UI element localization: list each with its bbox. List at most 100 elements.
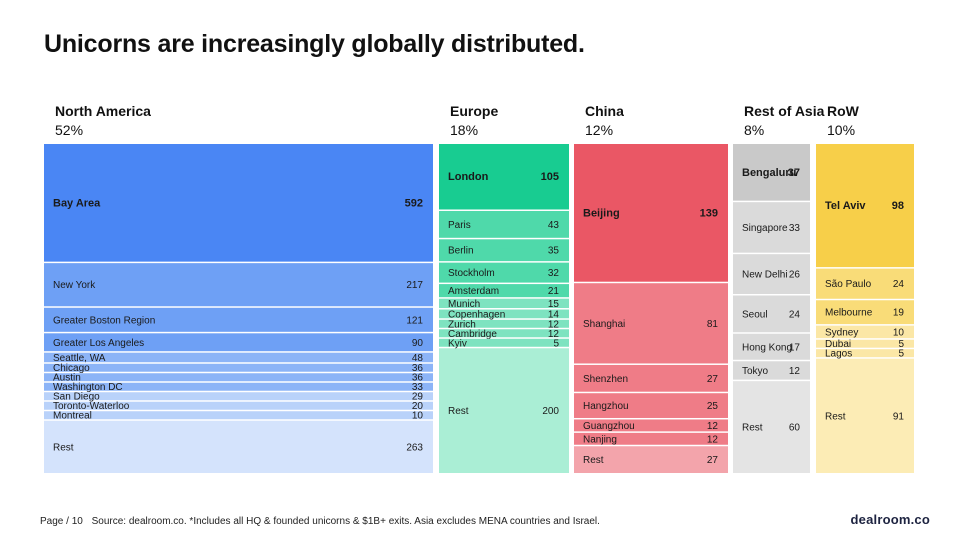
cell-north-america-seattle-wa [44,352,433,363]
cell-europe-rest [439,348,569,473]
cell-rest-of-asia-bengaluru [733,144,810,201]
cell-label-rest-of-asia-seoul: Seoul [742,309,768,320]
cell-value-row-tel-aviv: 98 [892,200,904,212]
cell-value-china-shanghai: 81 [707,319,719,330]
cell-value-china-beijing: 139 [700,207,718,219]
cell-label-north-america-san-diego: San Diego [53,392,100,403]
cell-europe-london [439,144,569,210]
cell-europe-stockholm [439,262,569,283]
cell-value-china-guangzhou: 12 [707,421,719,432]
cell-value-china-rest: 27 [707,455,719,466]
cell-label-europe-kyiv: Kyiv [448,338,467,349]
cell-label-rest-of-asia-singapore: Singapore [742,223,788,234]
region-name-china: China [585,103,624,119]
cell-label-europe-paris: Paris [448,220,471,231]
cell-label-north-america-austin: Austin [53,373,81,384]
cell-value-north-america-rest: 263 [406,442,423,453]
cell-label-europe-amsterdam: Amsterdam [448,286,499,297]
cell-label-china-hangzhou: Hangzhou [583,401,629,412]
cell-label-europe-rest: Rest [448,406,469,417]
cell-value-europe-paris: 43 [548,220,560,231]
cell-north-america-toronto-waterloo [44,401,433,410]
cell-label-north-america-toronto-waterloo: Toronto-Waterloo [53,401,130,412]
cell-label-north-america-bay-area: Bay Area [53,197,101,209]
cell-value-europe-cambridge: 12 [548,329,560,340]
cell-value-rest-of-asia-new-delhi: 26 [789,270,801,281]
cell-value-europe-berlin: 35 [548,246,560,257]
cell-label-row-sydney: Sydney [825,327,858,338]
region-share-north-america: 52% [55,122,83,138]
cell-china-rest [574,446,728,473]
cell-label-europe-copenhagen: Copenhagen [448,309,505,320]
cell-value-north-america-toronto-waterloo: 20 [412,401,424,412]
cell-label-europe-berlin: Berlin [448,246,474,257]
cell-label-row-melbourne: Melbourne [825,308,873,319]
cell-china-hangzhou [574,393,728,418]
cell-label-north-america-greater-boston-region: Greater Boston Region [53,315,155,326]
cell-value-europe-london: 105 [541,171,559,183]
page-number: Page / 10 [40,516,83,527]
cell-value-north-america-san-diego: 29 [412,392,424,403]
cell-label-row-dubai: Dubai [825,339,851,350]
cell-value-north-america-montreal: 10 [412,411,424,422]
cell-row-sydney [816,325,914,339]
cell-europe-cambridge [439,329,569,338]
cell-rest-of-asia-tokyo [733,361,810,380]
cell-label-rest-of-asia-hong-kong: Hong Kong [742,342,792,353]
cell-label-north-america-greater-los-angeles: Greater Los Angeles [53,338,144,349]
cell-label-row-sao-paulo: São Paulo [825,279,872,290]
cell-value-china-hangzhou: 25 [707,401,719,412]
region-share-row: 10% [827,122,855,138]
cell-value-north-america-greater-los-angeles: 90 [412,338,424,349]
cell-value-north-america-chicago: 36 [412,363,424,374]
cell-label-rest-of-asia-rest: Rest [742,423,763,434]
cell-europe-amsterdam [439,284,569,298]
footer: Page / 10 Source: dealroom.co. *Includes… [40,516,606,527]
cell-europe-paris [439,210,569,238]
page-title: Unicorns are increasingly globally distr… [44,30,585,58]
cell-value-north-america-austin: 36 [412,373,424,384]
cell-value-row-rest: 91 [893,411,905,422]
cell-north-america-greater-los-angeles [44,333,433,352]
cell-north-america-austin [44,373,433,382]
cell-label-row-tel-aviv: Tel Aviv [825,200,866,212]
cell-label-china-nanjing: Nanjing [583,434,617,445]
cell-value-china-nanjing: 12 [707,434,719,445]
cell-label-north-america-seattle-wa: Seattle, WA [53,353,106,364]
region-share-europe: 18% [450,122,478,138]
region-share-rest-of-asia: 8% [744,122,764,138]
region-name-row: RoW [827,103,860,119]
cell-label-north-america-washington-dc: Washington DC [53,382,123,393]
cell-label-europe-munich: Munich [448,299,480,310]
cell-row-dubai [816,339,914,348]
cell-row-tel-aviv [816,144,914,268]
dealroom-logo: dealroom.co [850,512,930,527]
cell-rest-of-asia-new-delhi [733,254,810,294]
cell-label-europe-london: London [448,171,489,183]
region-name-europe: Europe [450,103,498,119]
cell-row-rest [816,358,914,473]
cell-label-north-america-new-york: New York [53,280,96,291]
cell-europe-zurich [439,319,569,328]
cell-value-north-america-washington-dc: 33 [412,382,424,393]
cell-rest-of-asia-singapore [733,202,810,253]
cell-value-china-shenzhen: 27 [707,374,719,385]
cell-label-north-america-montreal: Montreal [53,411,92,422]
cell-value-europe-amsterdam: 21 [548,286,560,297]
cell-value-north-america-bay-area: 592 [405,197,423,209]
cell-rest-of-asia-rest [733,381,810,473]
cell-label-china-guangzhou: Guangzhou [583,421,635,432]
cell-value-rest-of-asia-rest: 60 [789,423,801,434]
cell-label-rest-of-asia-new-delhi: New Delhi [742,270,788,281]
cell-value-europe-munich: 15 [548,299,560,310]
cell-north-america-washington-dc [44,382,433,391]
cell-china-nanjing [574,432,728,445]
cell-label-china-rest: Rest [583,455,604,466]
region-name-north-america: North America [55,103,151,119]
cell-north-america-chicago [44,363,433,372]
cell-north-america-new-york [44,263,433,307]
cell-china-shanghai [574,283,728,364]
cell-value-row-sydney: 10 [893,327,905,338]
cell-row-lagos [816,349,914,358]
cell-value-north-america-new-york: 217 [406,280,423,291]
